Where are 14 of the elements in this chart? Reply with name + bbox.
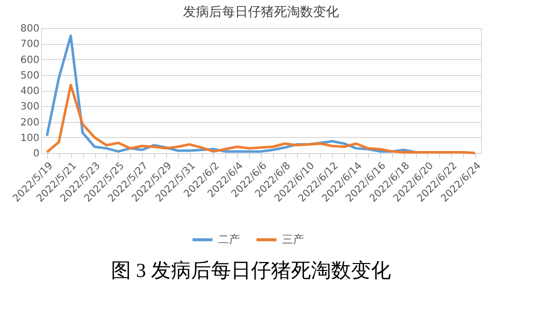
y-tick-label: 200 [20, 117, 40, 128]
chart-title: 发病后每日仔猪死淘数变化 [183, 5, 339, 20]
y-tick-label: 600 [20, 54, 40, 66]
y-tick-label: 300 [20, 102, 40, 113]
y-tick-label: 500 [20, 70, 40, 82]
y-tick-label: 400 [20, 86, 40, 97]
y-tick-label: 0 [33, 148, 40, 160]
legend-label: 二产 [218, 232, 240, 246]
y-tick-label: 700 [20, 39, 40, 50]
caption: 图 3 发病后每日仔猪死淘数变化 [111, 260, 391, 282]
y-tick-label: 100 [20, 132, 40, 144]
line-series [46, 84, 476, 154]
y-tick-label: 800 [20, 24, 40, 34]
legend-label: 三产 [282, 232, 304, 246]
